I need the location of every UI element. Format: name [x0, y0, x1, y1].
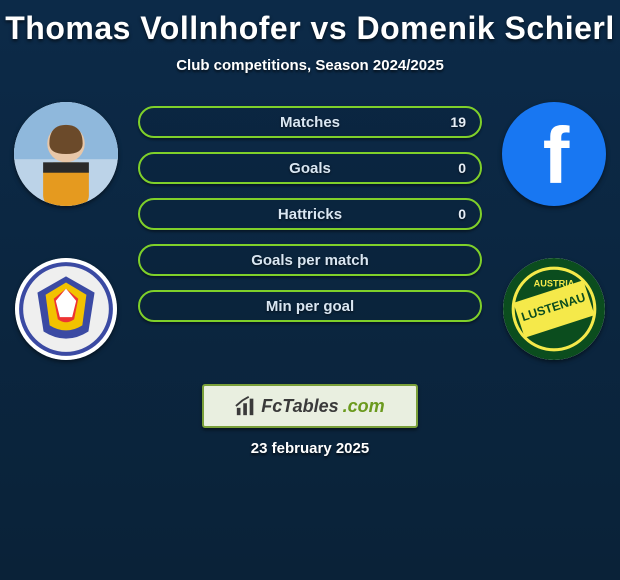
club-badge-icon: AUSTRIA LUSTENAU: [503, 258, 605, 360]
brand-name: FcTables: [261, 396, 338, 417]
stat-label: Hattricks: [194, 206, 426, 223]
stat-row-matches: Matches 19: [138, 106, 482, 138]
stat-right-value: 19: [426, 114, 466, 130]
right-club-badge: AUSTRIA LUSTENAU: [503, 258, 605, 360]
comparison-panel: AUSTRIA LUSTENAU Matches 19 Goals 0 Hatt…: [0, 102, 620, 402]
facebook-icon[interactable]: [502, 102, 606, 206]
brand-badge[interactable]: FcTables.com: [202, 384, 418, 428]
stat-label: Min per goal: [194, 298, 426, 315]
avatar-placeholder-icon: [14, 102, 118, 206]
stat-label: Matches: [194, 114, 426, 131]
stat-label: Goals: [194, 160, 426, 177]
left-club-badge: [15, 258, 117, 360]
brand-suffix: .com: [343, 396, 385, 417]
stat-label: Goals per match: [194, 252, 426, 269]
stat-row-goals: Goals 0: [138, 152, 482, 184]
stat-right-value: 0: [426, 160, 466, 176]
date-label: 23 february 2025: [0, 440, 620, 457]
left-player-avatar: [14, 102, 118, 206]
stat-right-value: 0: [426, 206, 466, 222]
stat-row-goals-per-match: Goals per match: [138, 244, 482, 276]
svg-text:AUSTRIA: AUSTRIA: [534, 279, 575, 289]
page-title: Thomas Vollnhofer vs Domenik Schierl: [0, 0, 620, 47]
club-badge-icon: [15, 258, 117, 360]
stat-row-hattricks: Hattricks 0: [138, 198, 482, 230]
right-column: AUSTRIA LUSTENAU: [494, 102, 614, 360]
stat-bars: Matches 19 Goals 0 Hattricks 0 Goals per…: [138, 106, 482, 322]
brand-text: FcTables.com: [235, 395, 384, 417]
left-column: [6, 102, 126, 360]
subtitle: Club competitions, Season 2024/2025: [0, 57, 620, 74]
stat-row-min-per-goal: Min per goal: [138, 290, 482, 322]
bar-chart-icon: [235, 395, 257, 417]
